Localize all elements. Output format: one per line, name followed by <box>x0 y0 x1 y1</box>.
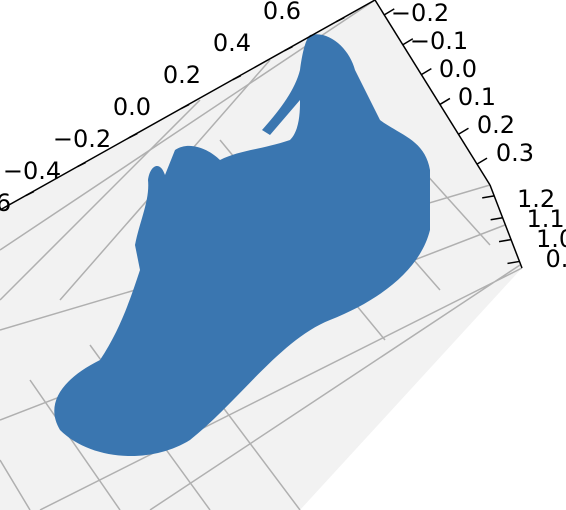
tick-mark <box>476 157 488 165</box>
tick-mark <box>335 17 345 23</box>
z-tick-label: 1.1 <box>527 205 565 233</box>
tick-mark <box>77 161 86 168</box>
tick-mark <box>439 97 451 106</box>
tick-mark <box>383 8 395 16</box>
tick-mark <box>402 38 414 46</box>
x-tick-label: −0.4 <box>3 157 61 185</box>
x-tick-label: 0.4 <box>213 29 251 57</box>
y-tick-label: −0.2 <box>391 0 449 27</box>
y-tick-label: 0.3 <box>496 139 534 167</box>
tick-mark <box>490 217 503 221</box>
y-tick-label: 0.0 <box>439 55 477 83</box>
tick-mark <box>284 46 293 52</box>
tick-mark <box>458 127 469 135</box>
x-tick-label: 0.2 <box>163 61 201 89</box>
y-tick-label: 0.2 <box>477 111 515 139</box>
tick-mark <box>420 67 432 76</box>
y-tick-label: 0.1 <box>458 83 496 111</box>
x-tick-label: −0.6 <box>0 189 11 217</box>
y-tick-label: −0.1 <box>410 27 468 55</box>
tick-mark <box>232 74 242 81</box>
z-tick-label: 1.0 <box>536 225 566 253</box>
tick-mark <box>25 190 35 197</box>
x-tick-label: 0.6 <box>263 0 301 25</box>
tick-mark <box>180 103 190 110</box>
tick-mark <box>128 132 138 139</box>
z-axis-line <box>489 184 523 269</box>
tick-mark <box>482 195 495 199</box>
point-cloud <box>54 34 431 457</box>
z-tick-label: 0.9 <box>546 245 566 273</box>
x-tick-label: 0.0 <box>113 93 151 121</box>
tick-mark <box>498 238 512 243</box>
z-tick-label: 1.2 <box>517 185 555 213</box>
x-tick-label: −0.2 <box>53 125 111 153</box>
tick-mark <box>507 260 520 265</box>
y-axis-line <box>374 0 491 186</box>
